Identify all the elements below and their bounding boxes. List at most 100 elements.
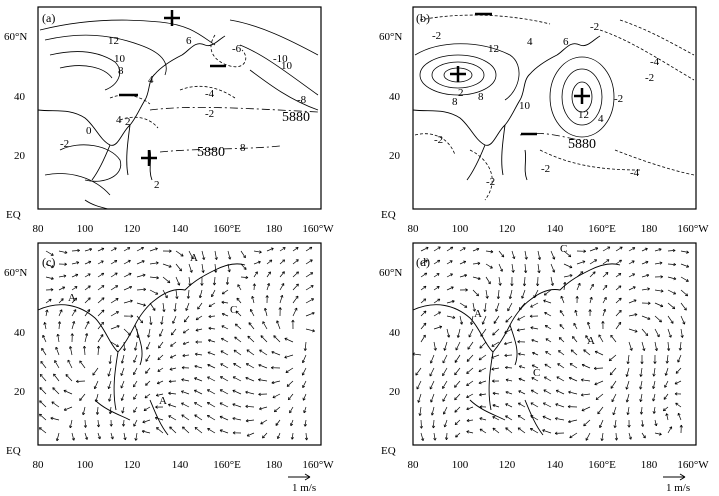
wind-vector [94,380,99,389]
wind-vector-head [63,274,67,278]
wind-vector-head [232,403,236,407]
y-tick-label: EQ [381,445,396,457]
wind-vector-head [120,373,124,376]
panel-a-contour-labels: 12 10 8 6 4 2 0 -2 -4 -6 -8 -10 10 4 8 2… [60,35,307,191]
wind-vector [171,328,177,336]
wind-vector-head [639,374,643,377]
wind-vector [558,350,565,356]
wind-vector-head [582,260,586,264]
wind-vector-head [498,282,502,286]
wind-vector-head [454,359,458,363]
wind-vector-head [282,247,286,251]
wind-vector-head [281,283,285,286]
wind-vector [266,283,270,291]
wind-vector [292,271,299,278]
wind-vector-head [133,347,138,351]
wind-vector [654,315,662,323]
wind-vector-head [670,320,674,324]
panel-b-center-markers [450,12,590,136]
wind-vector-head [505,427,509,431]
panel-a-contours [39,19,319,196]
wind-vector [84,309,91,317]
wind-vector [666,413,669,421]
wind-vector-head [247,335,251,339]
wind-vector [110,341,119,347]
x-tick-label: 140 [547,459,564,471]
wind-vector [560,295,565,304]
wind-vector-head [480,333,484,337]
wind-vector-head [530,304,534,308]
x-tick-label: 100 [77,223,94,235]
wind-vector-head [87,309,91,313]
wind-vector-head [272,395,276,399]
wind-vector [302,354,307,363]
wind-vector-head [96,424,101,428]
wind-vector [518,353,526,356]
wind-vector-head [178,268,182,272]
panel-b-label: (b) [416,11,430,25]
wind-vector-head [145,370,149,374]
wind-vector-head [245,390,249,394]
wind-vector [279,259,285,265]
wind-vector-head [442,373,445,377]
wind-vector [136,315,143,324]
x-tick-label: 160°E [213,459,241,471]
wind-vector-head [220,337,224,341]
wind-vector [133,393,138,400]
wind-vector-head [493,320,497,324]
wind-vector-head [97,436,101,440]
wind-vector-head [423,310,427,314]
wind-vector-head [120,360,125,364]
wind-vector [271,351,281,356]
wind-vector [498,276,501,286]
wind-vector [108,393,112,402]
wind-vector-head [133,384,136,388]
wind-vector [71,250,80,252]
wind-vector [431,406,435,416]
wind-vector [142,419,151,423]
x-tick-label: 160°W [677,459,709,471]
wind-vector-head [50,288,54,292]
contour-label: 12 [108,35,119,47]
wind-vector-head [573,322,577,326]
wind-vector [175,263,182,272]
wind-vector-head [120,397,124,401]
wind-vector [279,271,285,278]
wind-vector [63,390,73,395]
y-tick-label: 20 [14,386,26,398]
wind-vector-head [626,412,630,416]
wind-vector-head [492,427,496,431]
wind-vector [84,333,88,343]
wind-vector-head [626,361,630,365]
wind-vector [302,367,307,376]
wind-vector [234,336,242,343]
wind-vector [169,367,177,370]
wind-vector [478,367,487,372]
wind-vector-head [437,246,441,250]
wind-vector-head [660,275,663,279]
wind-vector-head [583,423,587,427]
wind-vector [97,321,104,330]
wind-vector-head [269,259,273,263]
wind-vector [39,413,47,421]
wind-vector-head [454,422,458,426]
wind-vector-head [673,262,677,267]
x-tick-label: 100 [452,223,469,235]
wind-vector [181,402,190,408]
wind-vector-head [489,265,493,269]
wind-vector-head [54,360,58,363]
y-tick-label: 60°N [4,267,27,279]
y-tick-label: 60°N [4,31,27,43]
wind-vector-head [206,414,210,418]
contour-label: -4 [630,167,640,179]
wind-vector [543,402,552,408]
wind-vector-head [501,254,505,258]
wind-vector-head [517,340,521,344]
wind-vector-head [531,338,535,343]
wind-vector [305,298,314,304]
wind-vector [149,315,152,325]
wind-vector-head [449,260,453,264]
wind-vector-head [504,330,508,334]
wind-vector [433,273,440,278]
wind-vector-head [39,400,43,404]
